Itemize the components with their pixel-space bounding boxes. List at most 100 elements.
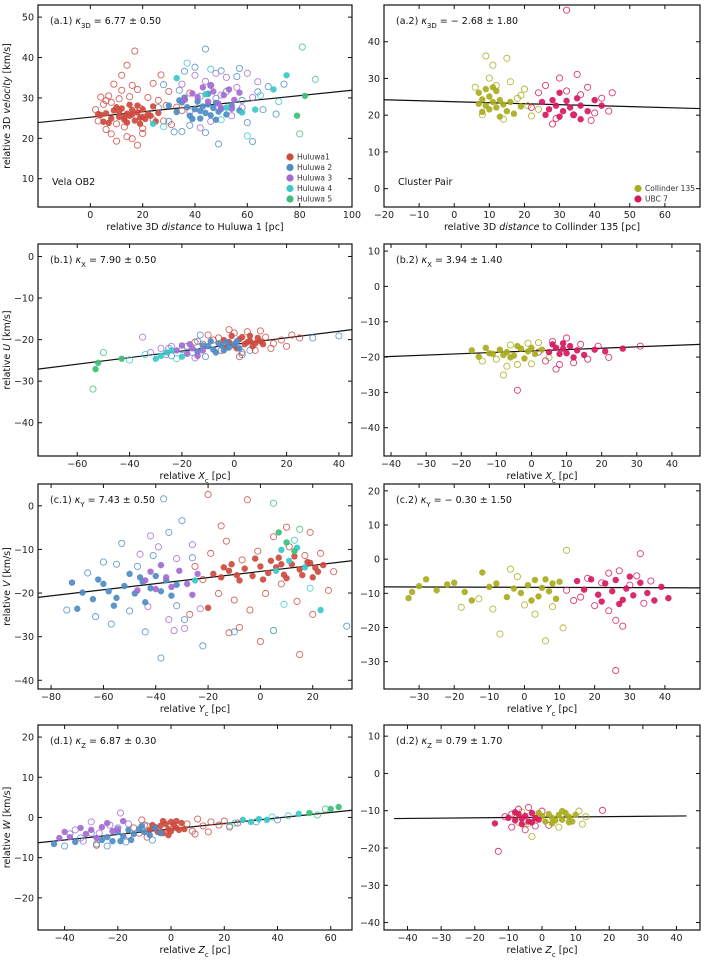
point-open-huluwa1 (225, 629, 233, 637)
point-open-huluwa1 (133, 85, 141, 93)
point-filled-ubc-7 (521, 812, 529, 820)
point-open-huluwa-4 (207, 65, 215, 73)
point-filled-huluwa-2 (110, 602, 118, 609)
point-filled-collinder-135 (493, 580, 500, 587)
point-filled-huluwa-4 (223, 104, 230, 111)
point-open-huluwa-4 (256, 91, 264, 100)
point-open-huluwa1 (165, 87, 173, 96)
point-filled-collinder-135 (552, 595, 560, 602)
point-filled-huluwa-2 (225, 344, 233, 351)
point-open-huluwa1 (154, 96, 162, 104)
point-open-huluwa-4 (275, 98, 283, 106)
point-filled-collinder-135 (514, 342, 521, 350)
point-filled-collinder-135 (479, 96, 486, 103)
point-open-huluwa1 (112, 137, 121, 145)
point-filled-huluwa-5 (118, 355, 125, 362)
legend-label: Huluwa 3 (297, 174, 332, 183)
x-tick-label: −20 (172, 459, 192, 470)
legend-marker (286, 163, 294, 172)
point-open-huluwa1 (207, 818, 215, 826)
point-open-huluwa1 (296, 650, 304, 659)
point-filled-huluwa-3 (210, 88, 217, 95)
point-open-ubc-7 (548, 120, 557, 128)
point-open-huluwa1 (330, 568, 338, 576)
point-filled-collinder-135 (503, 593, 511, 601)
point-open-huluwa-3 (180, 624, 189, 632)
y-tick-label: −10 (14, 294, 34, 305)
point-open-collinder-135 (489, 605, 497, 613)
point-open-ubc-7 (552, 365, 560, 373)
point-open-huluwa-2 (249, 138, 257, 146)
point-filled-collinder-135 (482, 344, 490, 352)
point-open-collinder-135 (506, 341, 514, 349)
point-open-huluwa1 (215, 821, 223, 829)
point-open-huluwa1 (110, 80, 118, 88)
x-tick-label: 20 (307, 692, 319, 703)
point-open-collinder-135 (471, 83, 479, 91)
x-tick-label: −40 (55, 933, 75, 944)
point-filled-huluwa-4 (163, 349, 170, 356)
point-open-ubc-7 (647, 577, 655, 585)
y-axis-label: relative V [km/s] (2, 547, 13, 626)
point-open-huluwa-4 (280, 600, 288, 608)
point-filled-ubc-7 (623, 585, 630, 592)
point-open-huluwa-2 (343, 622, 351, 630)
point-filled-ubc-7 (518, 820, 526, 828)
point-filled-huluwa-2 (105, 588, 112, 595)
point-open-collinder-135 (524, 339, 532, 347)
x-tick-label: 60 (659, 210, 671, 221)
point-open-huluwa-2 (238, 96, 246, 104)
point-open-huluwa-2 (230, 628, 238, 636)
x-tick-label: −20 (465, 933, 485, 944)
point-filled-huluwa-5 (301, 92, 309, 100)
panel-c1: −80 −60 −40 −20 0 20 −40 −30 −20 −10 0 (c.1) κY = 7… (2, 483, 353, 718)
point-filled-huluwa-3 (157, 561, 165, 569)
point-filled-huluwa1 (159, 817, 167, 825)
point-filled-collinder-135 (486, 349, 493, 357)
point-filled-huluwa1 (105, 119, 112, 127)
point-filled-huluwa-2 (176, 97, 183, 104)
point-filled-huluwa-2 (126, 570, 133, 578)
point-filled-huluwa-2 (210, 104, 217, 112)
point-open-ubc-7 (615, 567, 623, 575)
y-tick-label: 10 (368, 732, 380, 743)
point-filled-collinder-135 (510, 110, 518, 117)
point-filled-huluwa1 (181, 825, 188, 833)
point-open-collinder-135 (527, 360, 536, 368)
point-open-huluwa-3 (170, 627, 178, 635)
point-open-huluwa-2 (149, 551, 157, 560)
x-tick-label: 40 (589, 210, 601, 221)
y-tick-label: −20 (360, 353, 380, 364)
point-filled-huluwa-3 (236, 89, 243, 96)
point-open-huluwa-3 (146, 532, 155, 540)
point-filled-huluwa1 (259, 576, 267, 583)
point-filled-huluwa1 (121, 114, 128, 121)
x-tick-label: −20 (444, 692, 464, 703)
x-tick-label: −60 (93, 692, 113, 703)
y-tick-label: 20 (368, 486, 380, 497)
point-filled-huluwa1 (314, 568, 322, 575)
panel-annotation: Vela OB2 (52, 177, 95, 188)
point-filled-huluwa-4 (202, 91, 209, 98)
point-filled-collinder-135 (517, 589, 525, 597)
axes-frame (37, 243, 353, 457)
point-filled-collinder-135 (475, 89, 482, 96)
point-filled-collinder-135 (475, 353, 482, 360)
point-open-huluwa1 (238, 556, 246, 564)
y-tick-label: −20 (360, 844, 380, 855)
point-filled-ubc-7 (559, 345, 567, 352)
fit-line (38, 809, 352, 844)
x-tick-label: −40 (120, 459, 140, 470)
point-filled-ubc-7 (573, 95, 581, 102)
point-open-collinder-135 (489, 61, 497, 69)
point-filled-ubc-7 (591, 96, 598, 104)
point-filled-huluwa-2 (165, 102, 173, 109)
point-open-huluwa-2 (178, 127, 186, 136)
point-filled-huluwa-3 (103, 819, 111, 827)
legend-label: Huluwa 2 (297, 163, 332, 172)
point-filled-collinder-135 (528, 344, 535, 352)
point-filled-huluwa1 (217, 574, 225, 581)
x-axis-label: relative Yc [pc] (160, 704, 230, 718)
point-filled-collinder-135 (549, 580, 556, 587)
point-open-huluwa-2 (175, 86, 183, 94)
